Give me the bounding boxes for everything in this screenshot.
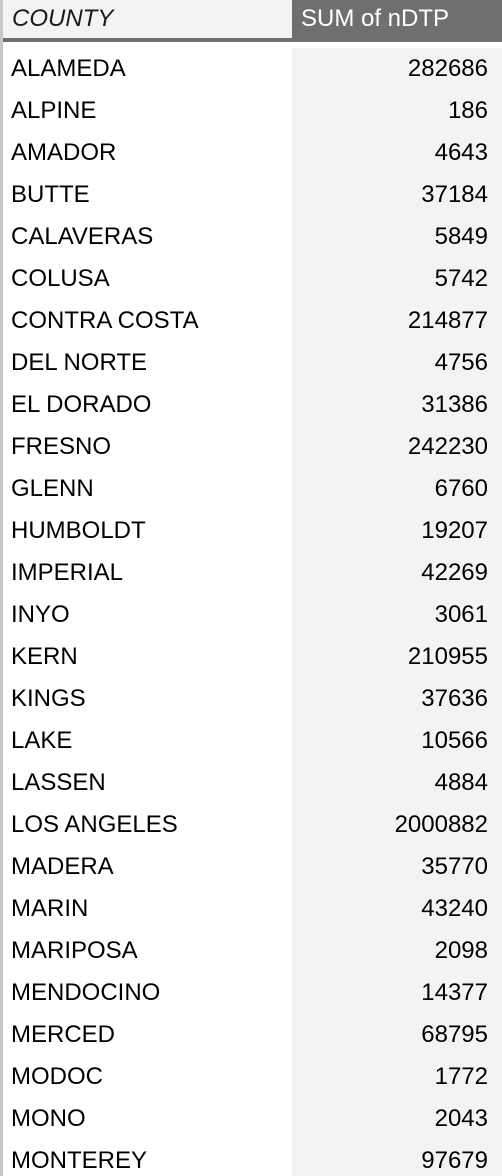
county-cell[interactable]: DEL NORTE [3, 342, 292, 384]
table-row: MERCED 68795 [3, 1014, 502, 1056]
table-row: KINGS 37636 [3, 678, 502, 720]
sum-cell[interactable]: 43240 [292, 888, 502, 930]
sum-cell[interactable]: 19207 [292, 510, 502, 552]
county-cell[interactable]: EL DORADO [3, 384, 292, 426]
county-cell[interactable]: MARIPOSA [3, 930, 292, 972]
sum-cell[interactable]: 4884 [292, 762, 502, 804]
county-cell[interactable]: ALPINE [3, 90, 292, 132]
county-cell[interactable]: MENDOCINO [3, 972, 292, 1014]
county-cell[interactable]: LASSEN [3, 762, 292, 804]
table-row: HUMBOLDT 19207 [3, 510, 502, 552]
table-row: ALPINE 186 [3, 90, 502, 132]
county-cell[interactable]: MONO [3, 1098, 292, 1140]
county-cell[interactable]: ALAMEDA [3, 48, 292, 90]
table-row: KERN 210955 [3, 636, 502, 678]
table-row: CONTRA COSTA 214877 [3, 300, 502, 342]
table-row: BUTTE 37184 [3, 174, 502, 216]
table-row: CALAVERAS 5849 [3, 216, 502, 258]
county-cell[interactable]: INYO [3, 594, 292, 636]
county-cell[interactable]: CONTRA COSTA [3, 300, 292, 342]
table-row: MARIPOSA 2098 [3, 930, 502, 972]
county-cell[interactable]: BUTTE [3, 174, 292, 216]
sum-cell[interactable]: 6760 [292, 468, 502, 510]
sum-cell[interactable]: 37184 [292, 174, 502, 216]
table-row: GLENN 6760 [3, 468, 502, 510]
table-row: DEL NORTE 4756 [3, 342, 502, 384]
table-row: MONO 2043 [3, 1098, 502, 1140]
table-row: MODOC 1772 [3, 1056, 502, 1098]
sum-cell[interactable]: 1772 [292, 1056, 502, 1098]
sum-cell[interactable]: 5849 [292, 216, 502, 258]
table-row: MENDOCINO 14377 [3, 972, 502, 1014]
table-row: COLUSA 5742 [3, 258, 502, 300]
sum-cell[interactable]: 282686 [292, 48, 502, 90]
sum-cell[interactable]: 31386 [292, 384, 502, 426]
sum-cell[interactable]: 2043 [292, 1098, 502, 1140]
table-body: ALAMEDA 282686 ALPINE 186 AMADOR 4643 BUTTE 371… [3, 48, 502, 1176]
sum-cell[interactable]: 210955 [292, 636, 502, 678]
county-cell[interactable]: AMADOR [3, 132, 292, 174]
sum-cell[interactable]: 37636 [292, 678, 502, 720]
sum-cell[interactable]: 4756 [292, 342, 502, 384]
table-row: EL DORADO 31386 [3, 384, 502, 426]
county-cell[interactable]: IMPERIAL [3, 552, 292, 594]
county-cell[interactable]: HUMBOLDT [3, 510, 292, 552]
table-row: MONTEREY 97679 [3, 1140, 502, 1176]
county-cell[interactable]: MERCED [3, 1014, 292, 1056]
sum-column-header[interactable]: SUM of nDTP [292, 0, 502, 42]
sum-cell[interactable]: 5742 [292, 258, 502, 300]
header-row: COUNTY SUM of nDTP [3, 0, 502, 42]
table-row: IMPERIAL 42269 [3, 552, 502, 594]
table-row: MADERA 35770 [3, 846, 502, 888]
table-left-border [0, 0, 3, 1176]
sum-cell[interactable]: 214877 [292, 300, 502, 342]
table-row: INYO 3061 [3, 594, 502, 636]
sum-cell[interactable]: 42269 [292, 552, 502, 594]
sum-cell[interactable]: 35770 [292, 846, 502, 888]
sum-cell[interactable]: 3061 [292, 594, 502, 636]
county-cell[interactable]: CALAVERAS [3, 216, 292, 258]
sum-cell[interactable]: 2000882 [292, 804, 502, 846]
sum-cell[interactable]: 242230 [292, 426, 502, 468]
sum-cell[interactable]: 2098 [292, 930, 502, 972]
table-row: MARIN 43240 [3, 888, 502, 930]
county-column-header[interactable]: COUNTY [3, 0, 292, 42]
county-cell[interactable]: FRESNO [3, 426, 292, 468]
table-row: FRESNO 242230 [3, 426, 502, 468]
sum-cell[interactable]: 14377 [292, 972, 502, 1014]
sum-cell[interactable]: 10566 [292, 720, 502, 762]
sum-cell[interactable]: 4643 [292, 132, 502, 174]
county-cell[interactable]: GLENN [3, 468, 292, 510]
county-cell[interactable]: MONTEREY [3, 1140, 292, 1176]
county-cell[interactable]: MODOC [3, 1056, 292, 1098]
county-cell[interactable]: COLUSA [3, 258, 292, 300]
table-row: AMADOR 4643 [3, 132, 502, 174]
county-cell[interactable]: LOS ANGELES [3, 804, 292, 846]
county-cell[interactable]: KERN [3, 636, 292, 678]
sum-cell[interactable]: 97679 [292, 1140, 502, 1176]
sum-cell[interactable]: 68795 [292, 1014, 502, 1056]
table-row: LOS ANGELES 2000882 [3, 804, 502, 846]
county-cell[interactable]: MARIN [3, 888, 292, 930]
county-cell[interactable]: MADERA [3, 846, 292, 888]
table-row: LASSEN 4884 [3, 762, 502, 804]
sum-cell[interactable]: 186 [292, 90, 502, 132]
county-cell[interactable]: LAKE [3, 720, 292, 762]
county-cell[interactable]: KINGS [3, 678, 292, 720]
table-row: LAKE 10566 [3, 720, 502, 762]
table-row: ALAMEDA 282686 [3, 48, 502, 90]
